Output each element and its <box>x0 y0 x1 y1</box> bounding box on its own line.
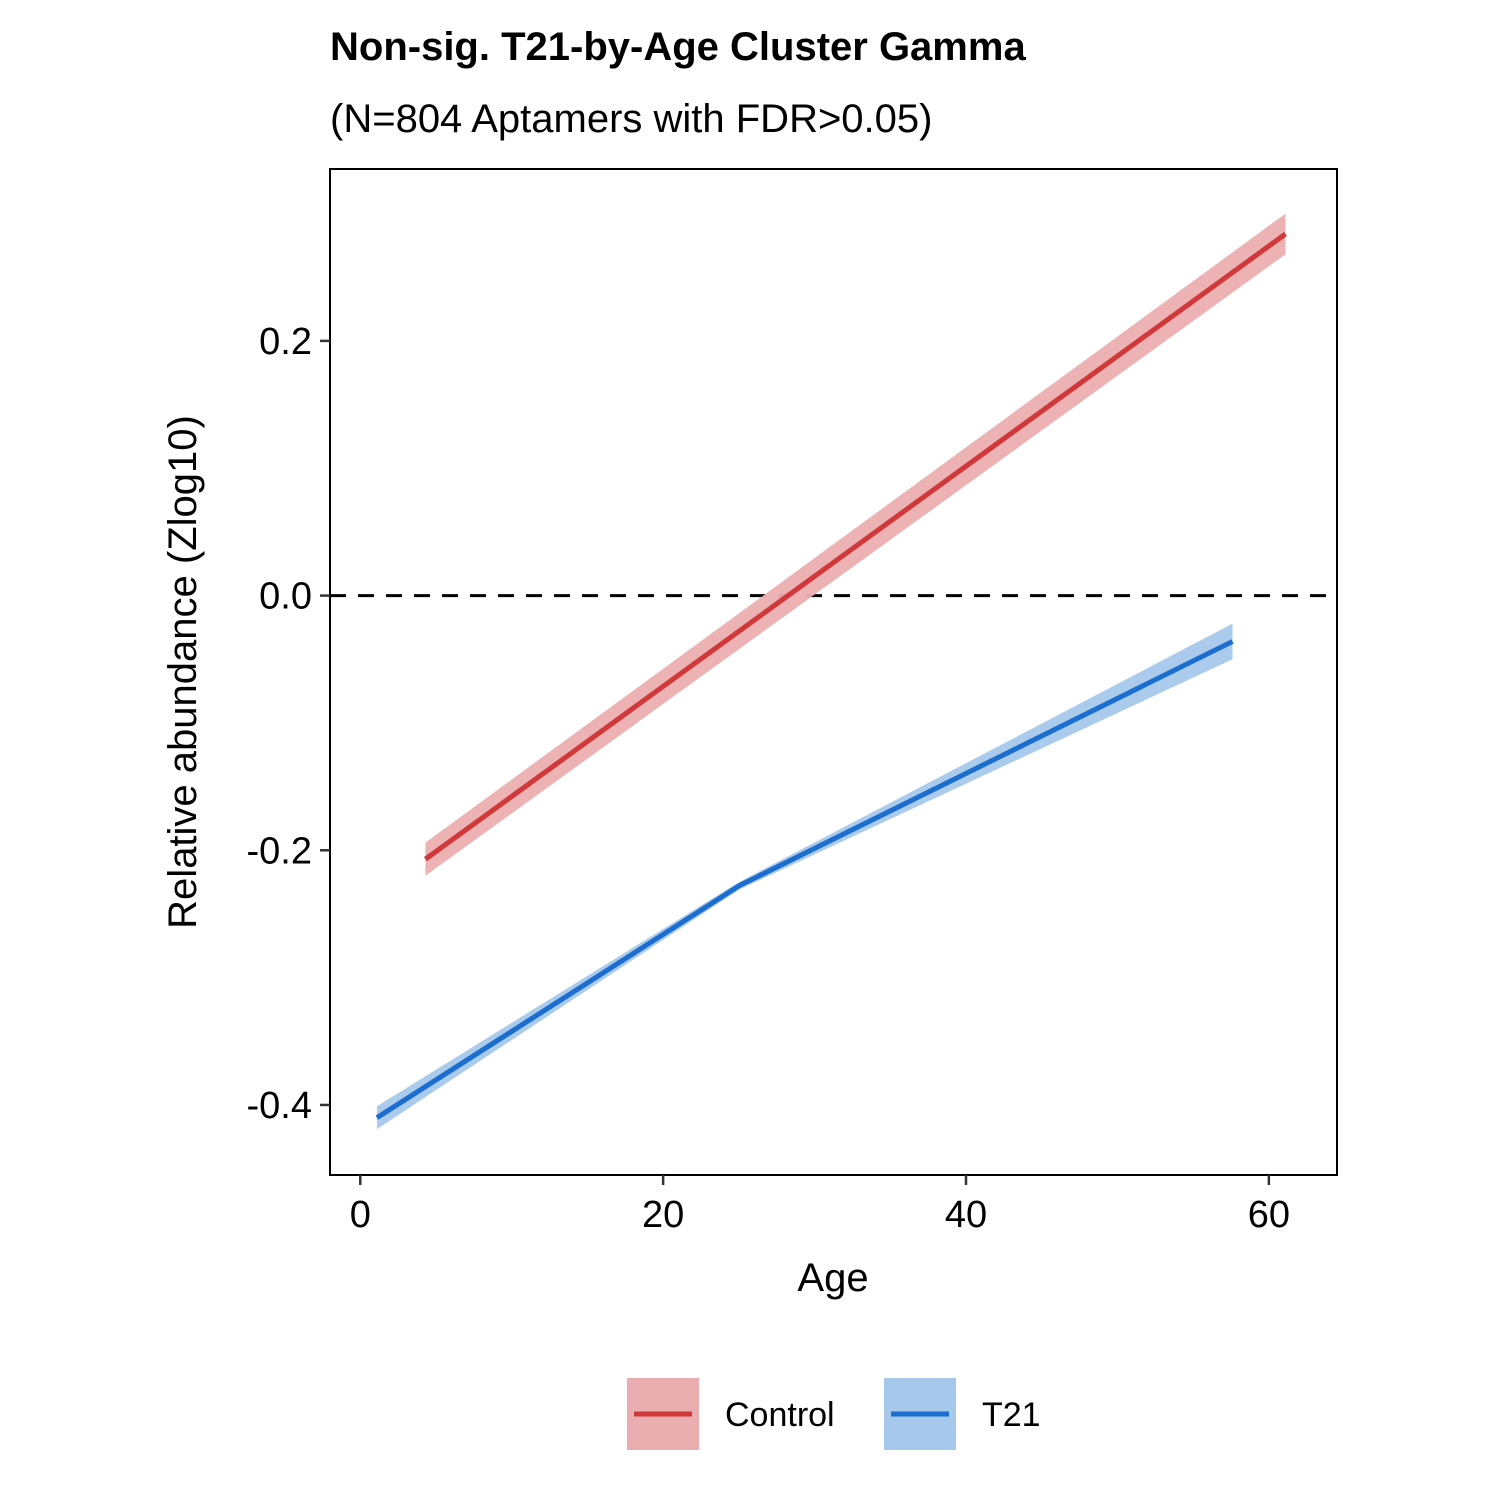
axes: 0 20 40 60 -0.4 -0.2 0.0 0.2 <box>247 321 1290 1236</box>
x-tick-label: 0 <box>350 1194 371 1236</box>
x-tick-label: 60 <box>1248 1194 1290 1236</box>
plot-border <box>329 168 1338 1176</box>
series-line-t21 <box>375 639 1234 1120</box>
x-tick-label: 20 <box>642 1194 684 1236</box>
x-tick-label: 40 <box>945 1194 987 1236</box>
y-tick-label: 0.0 <box>259 576 312 618</box>
legend-label-control: Control <box>725 1396 835 1434</box>
chart-title: Non-sig. T21-by-Age Cluster Gamma <box>330 25 1026 69</box>
x-axis-title: Age <box>797 1256 868 1300</box>
legend: Control T21 <box>627 1378 1041 1450</box>
series-line-control <box>423 231 1287 862</box>
legend-label-t21: T21 <box>982 1396 1041 1434</box>
y-axis-title: Relative abundance (Zlog10) <box>161 415 205 929</box>
y-tick-label: -0.2 <box>247 830 312 872</box>
y-tick-label: 0.2 <box>259 321 312 363</box>
plot-area <box>330 213 1337 1130</box>
confidence-band-t21 <box>376 623 1233 1130</box>
chart-subtitle: (N=804 Aptamers with FDR>0.05) <box>330 97 932 141</box>
y-tick-label: -0.4 <box>247 1085 312 1127</box>
